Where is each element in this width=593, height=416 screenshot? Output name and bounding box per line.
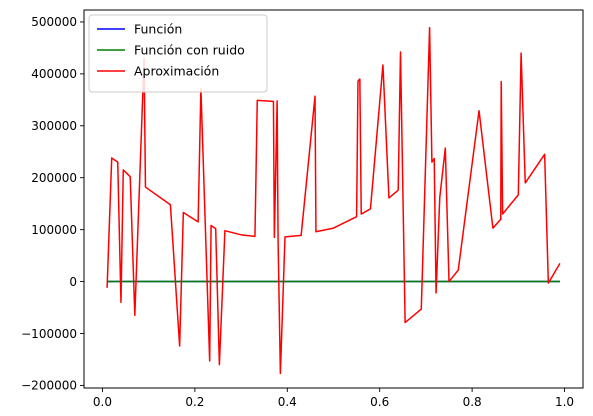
y-tick-label: −200000 [21,379,77,393]
x-tick-label: 0.6 [370,395,389,409]
y-tick-label: 100000 [31,223,77,237]
y-tick-label: 0 [69,275,77,289]
x-tick-label: 0.4 [278,395,297,409]
x-tick-label: 0.0 [93,395,112,409]
y-tick-label: −100000 [21,327,77,341]
legend: Función Función con ruido Aproximación [88,14,268,93]
legend-label: Función con ruido [134,43,245,58]
x-tick-label: 0.2 [185,395,204,409]
y-tick-label: 300000 [31,119,77,133]
x-tick-label: 0.8 [463,395,482,409]
y-tick-label: 400000 [31,67,77,81]
y-axis: −200000 −100000 0 100000 200000 300000 400000 5… [21,15,84,393]
legend-label: Aproximación [134,64,219,79]
y-tick-label: 500000 [31,15,77,29]
x-axis: 0.0 0.2 0.4 0.6 0.8 1.0 [93,388,574,409]
x-tick-label: 1.0 [555,395,574,409]
legend-label: Función [134,22,182,37]
legend-box [88,14,268,93]
series-line-3 [106,26,561,375]
plot-frame [83,9,584,389]
y-tick-label: 200000 [31,171,77,185]
series-layer [106,26,561,375]
